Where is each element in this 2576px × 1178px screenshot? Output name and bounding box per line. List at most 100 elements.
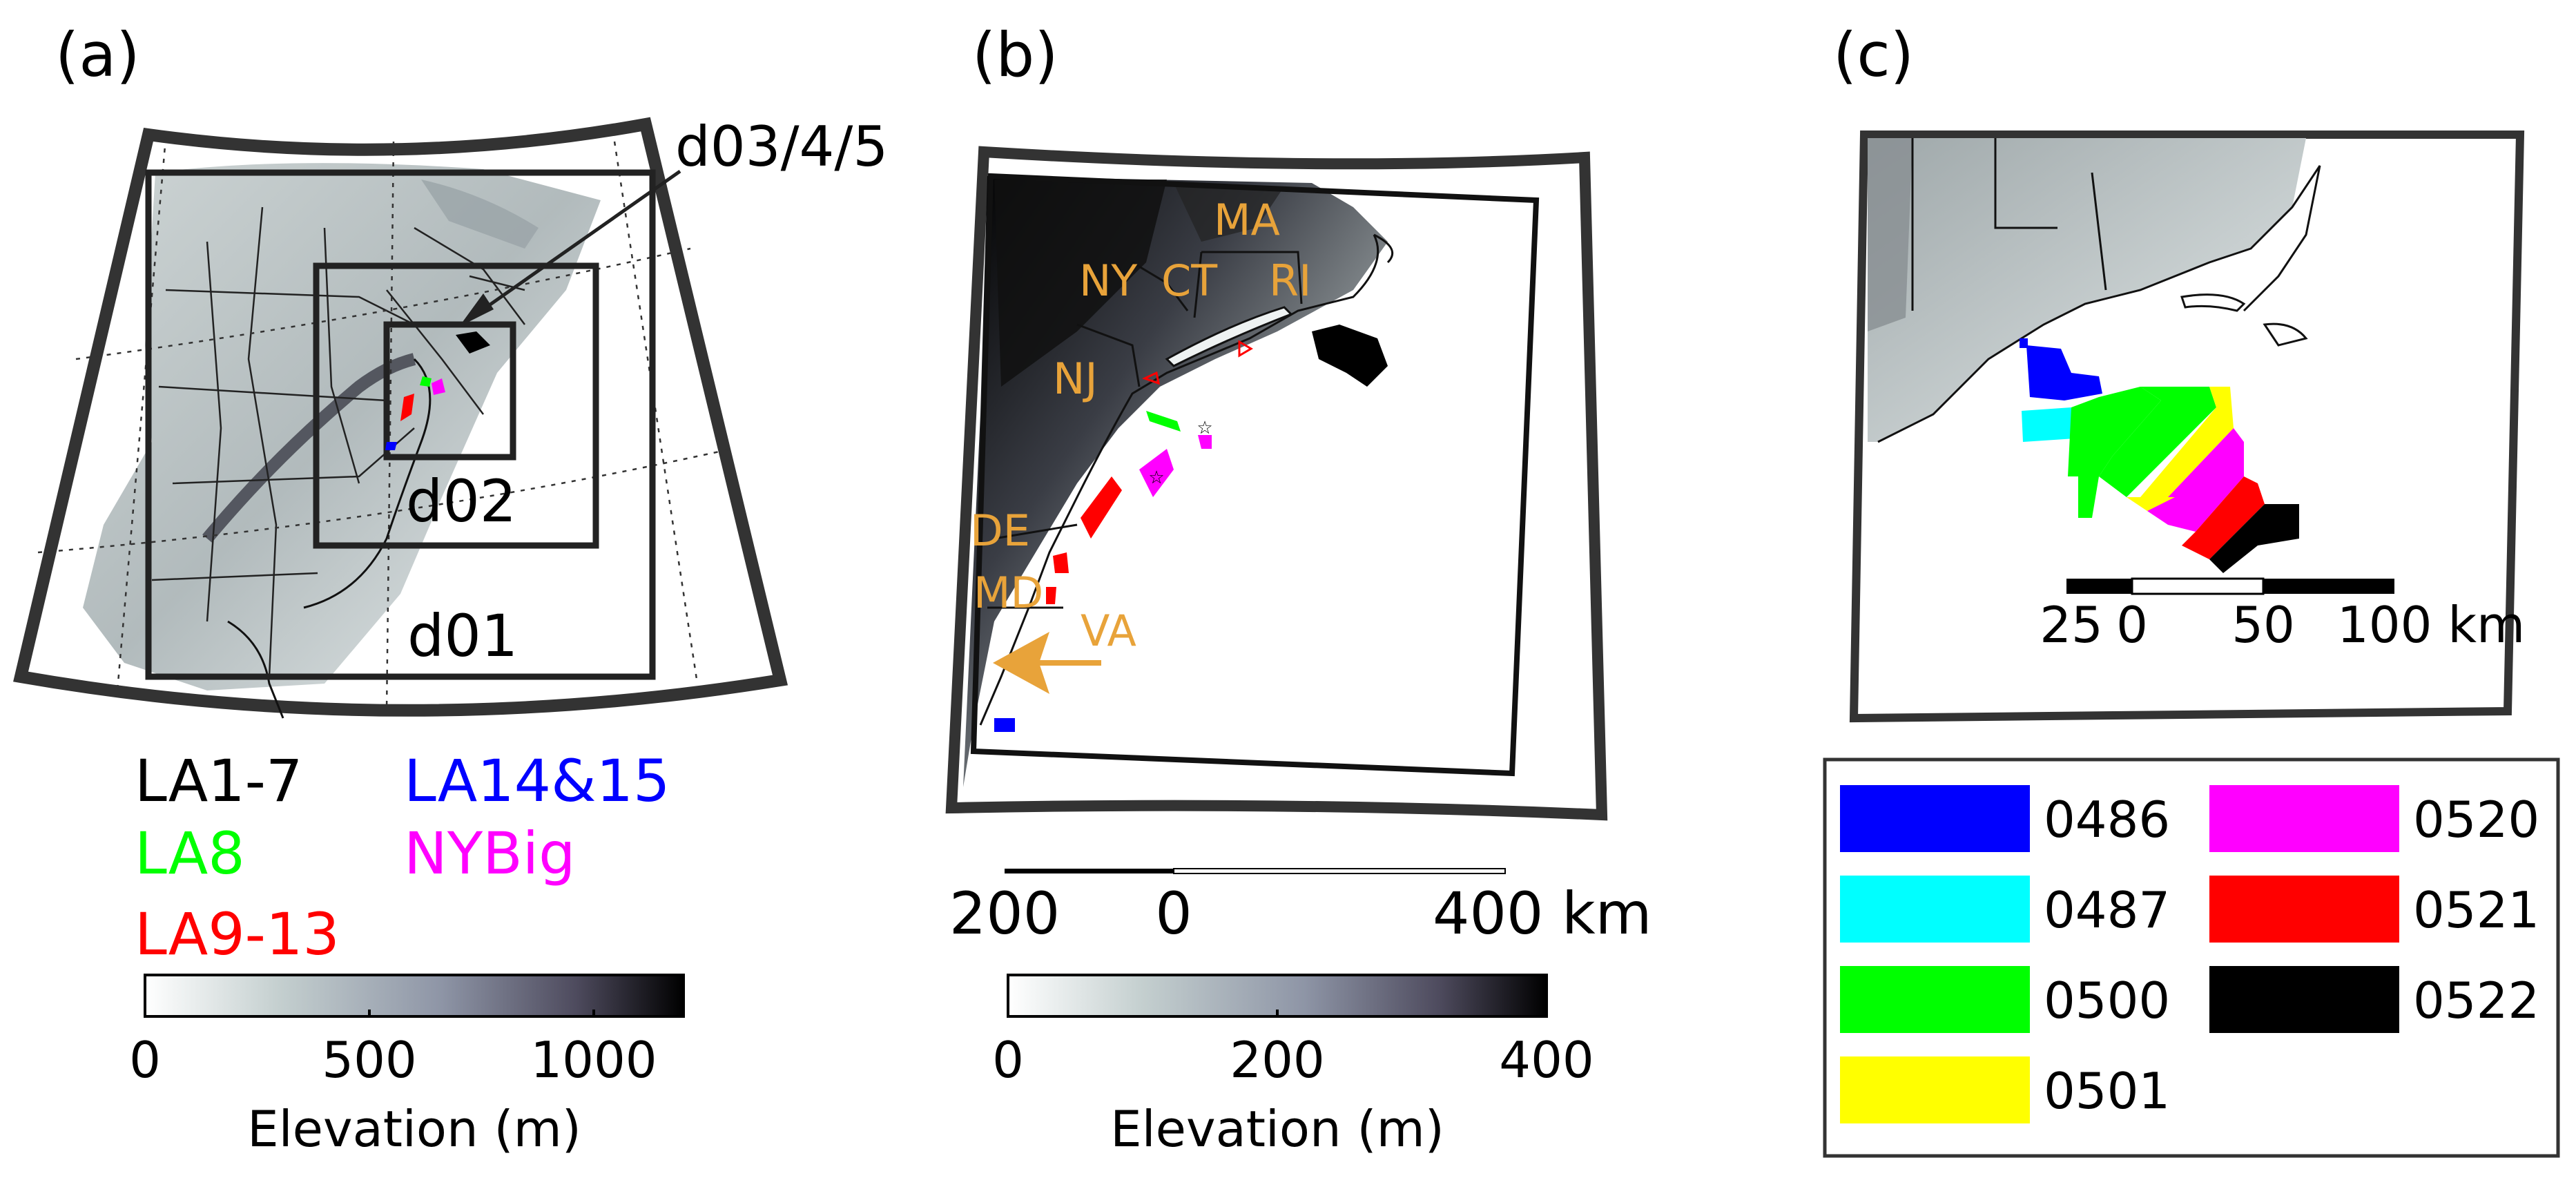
panel-b-scale-400: 400 km — [1433, 880, 1652, 947]
legend-swatch-0521 — [2209, 876, 2399, 943]
legend-label-0522: 0522 — [2413, 972, 2539, 1030]
panel-a-east-coast — [303, 358, 432, 609]
panel-a-arrow-line — [475, 169, 681, 316]
legend-swatch-0501 — [1840, 1056, 2030, 1123]
panel-c-coastline — [1877, 165, 2321, 443]
panel-c-state-lines — [1911, 138, 2107, 311]
panel-a-cbar-label: Elevation (m) — [247, 1100, 581, 1158]
panel-c-terrain — [1868, 138, 2306, 442]
state-label-ct: CT — [1161, 255, 1218, 306]
legend-swatch-0520 — [2209, 785, 2399, 852]
panel-b-long-island — [1165, 306, 1293, 367]
lease-0501 — [2140, 387, 2234, 497]
panel-a-d01-label: d01 — [407, 602, 518, 670]
panel-b-star-1: ☆ — [1197, 418, 1212, 438]
lease-0500-b — [2099, 387, 2216, 497]
lease-0522 — [2209, 504, 2299, 573]
panel-b-domain-box — [970, 173, 1540, 777]
panel-b-nybig-1 — [1139, 449, 1174, 497]
panel-c: (c) 25 0 50 100 km — [1823, 19, 2560, 1158]
panel-b-va-arrow-head — [993, 632, 1049, 694]
legend-swatch-0500 — [1840, 966, 2030, 1033]
panel-b-la9-13-b — [1053, 552, 1069, 573]
panel-a-cbar-tick-1000: 1000 — [530, 1031, 657, 1089]
panel-b-state-lines — [987, 251, 1303, 609]
panel-a-d02-box — [313, 262, 599, 549]
panel-b-cbar-tick-0: 0 — [992, 1031, 1024, 1089]
panel-c-scalebar — [2066, 577, 2394, 595]
legend-la9-13: LA9-13 — [135, 900, 340, 968]
panel-c-scale-100: 100 km — [2337, 596, 2525, 654]
panel-b-high-terrain-2 — [1174, 183, 1284, 242]
panel-a-colorbar-ticks — [368, 1010, 595, 1016]
state-label-va: VA — [1081, 606, 1136, 656]
panel-a-appalachian-ridge — [202, 353, 416, 543]
panel-b-coastline — [979, 234, 1379, 726]
legend-la14-15: LA14&15 — [404, 747, 670, 815]
state-label-ma: MA — [1214, 195, 1280, 245]
panel-a-northern-terrain — [421, 180, 539, 249]
panel-b-scale-0: 0 — [1155, 880, 1192, 947]
state-label-ny: NY — [1079, 255, 1137, 306]
panel-c-scale-0: 0 — [2116, 596, 2148, 654]
panel-a-arrow-head — [459, 293, 494, 327]
panel-b-la14-15 — [994, 718, 1015, 732]
legend-swatch-0487 — [1840, 876, 2030, 943]
legend-label-0501: 0501 — [2044, 1062, 2170, 1120]
lease-0487 — [2022, 407, 2075, 442]
lease-0501-b — [2127, 497, 2175, 511]
panel-a-graticule — [37, 137, 733, 712]
panel-b-cape-cod — [1373, 233, 1394, 264]
lease-0486 — [2026, 345, 2102, 400]
panel-a-la1-7-mark — [456, 331, 490, 354]
panel-b-la8 — [1146, 411, 1181, 432]
panel-a-coastline — [227, 620, 284, 719]
panel-b-la9-13-c — [1046, 587, 1056, 604]
panel-b-cbar-tick-400: 400 — [1499, 1031, 1594, 1089]
panel-a-cbar-tick-0: 0 — [129, 1031, 161, 1089]
state-label-ri: RI — [1269, 255, 1311, 306]
legend-label-0487: 0487 — [2044, 881, 2170, 939]
state-label-md: MD — [974, 568, 1043, 618]
panel-a-state-lines — [151, 206, 525, 677]
lease-0486-b — [2020, 338, 2028, 348]
panel-c-island-1 — [2180, 293, 2246, 312]
panel-a-d01-box — [145, 169, 656, 680]
lease-0520 — [2147, 428, 2244, 532]
panel-a-d03-box — [383, 321, 516, 461]
panel-a-la8-mark — [420, 376, 432, 387]
panel-a-inner-domain-label: d03/4/5 — [675, 115, 888, 179]
panel-c-scale-25: 25 — [2040, 596, 2103, 654]
legend-nybig: NYBig — [404, 820, 575, 887]
panel-c-scale-50: 50 — [2231, 596, 2295, 654]
panel-b: (b) ☆ ☆ — [945, 19, 1652, 1158]
state-label-nj: NJ — [1053, 354, 1098, 404]
legend-swatch-0486 — [1840, 785, 2030, 852]
panel-c-legend-items: 0486 0487 0500 0501 0520 0521 0522 — [1840, 785, 2539, 1123]
panel-c-island-2 — [2263, 322, 2308, 347]
legend-la8: LA8 — [135, 820, 245, 887]
legend-swatch-0522 — [2209, 966, 2399, 1033]
panel-b-site-marker-2 — [1238, 340, 1253, 358]
panel-a-label: (a) — [55, 19, 140, 90]
legend-label-0500: 0500 — [2044, 972, 2170, 1030]
panel-a-cbar-tick-500: 500 — [322, 1031, 416, 1089]
legend-label-0521: 0521 — [2413, 881, 2539, 939]
panel-b-nybig-2 — [1198, 435, 1212, 449]
panel-a-d02-label: d02 — [406, 467, 516, 535]
panel-b-scale-200: 200 — [949, 880, 1060, 947]
panel-b-site-marker-1 — [1142, 371, 1160, 385]
panel-b-la1-7 — [1312, 325, 1388, 387]
panel-a-la14-15-mark — [385, 442, 397, 450]
panel-b-scalebar — [1005, 868, 1506, 874]
legend-la1-7: LA1-7 — [135, 747, 302, 815]
panel-b-la9-13-a — [1081, 476, 1122, 539]
panel-b-state-labels: MA NY CT RI NJ DE MD VA — [970, 195, 1311, 656]
panel-a: (a) — [13, 19, 888, 1158]
legend-label-0486: 0486 — [2044, 791, 2170, 849]
lease-0500 — [2068, 387, 2161, 518]
panel-c-high-terrain — [1868, 138, 1912, 331]
panel-b-cbar-tick-200: 200 — [1230, 1031, 1324, 1089]
panel-b-cbar-label: Elevation (m) — [1110, 1100, 1444, 1158]
